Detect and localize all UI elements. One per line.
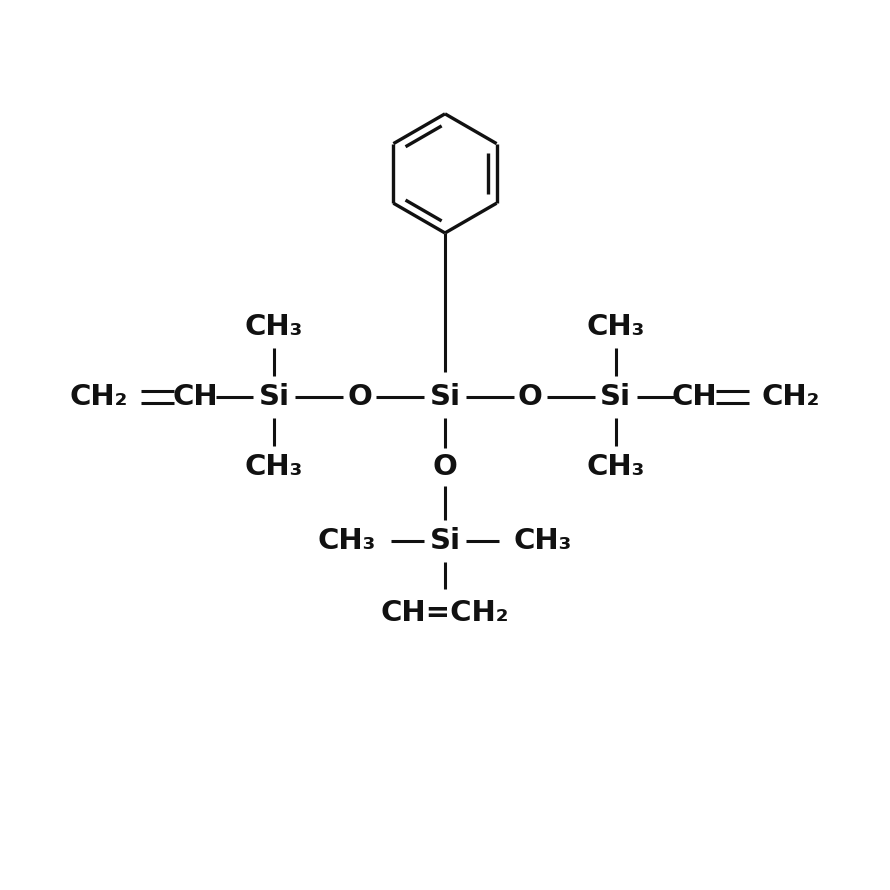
Text: Si: Si — [430, 383, 460, 411]
Text: CH₃: CH₃ — [245, 312, 303, 341]
Text: O: O — [518, 383, 543, 411]
Text: O: O — [347, 383, 372, 411]
Text: CH₃: CH₃ — [245, 453, 303, 481]
Text: Si: Si — [430, 528, 460, 555]
Text: CH₃: CH₃ — [587, 453, 645, 481]
Text: CH₂: CH₂ — [762, 383, 821, 411]
Text: CH: CH — [672, 383, 717, 411]
Text: CH₃: CH₃ — [514, 528, 572, 555]
Text: CH₃: CH₃ — [587, 312, 645, 341]
Text: CH₃: CH₃ — [318, 528, 376, 555]
Text: Si: Si — [600, 383, 631, 411]
Text: CH=CH₂: CH=CH₂ — [381, 599, 509, 627]
Text: O: O — [433, 453, 457, 481]
Text: CH: CH — [173, 383, 218, 411]
Text: Si: Si — [259, 383, 290, 411]
Text: CH₂: CH₂ — [69, 383, 128, 411]
